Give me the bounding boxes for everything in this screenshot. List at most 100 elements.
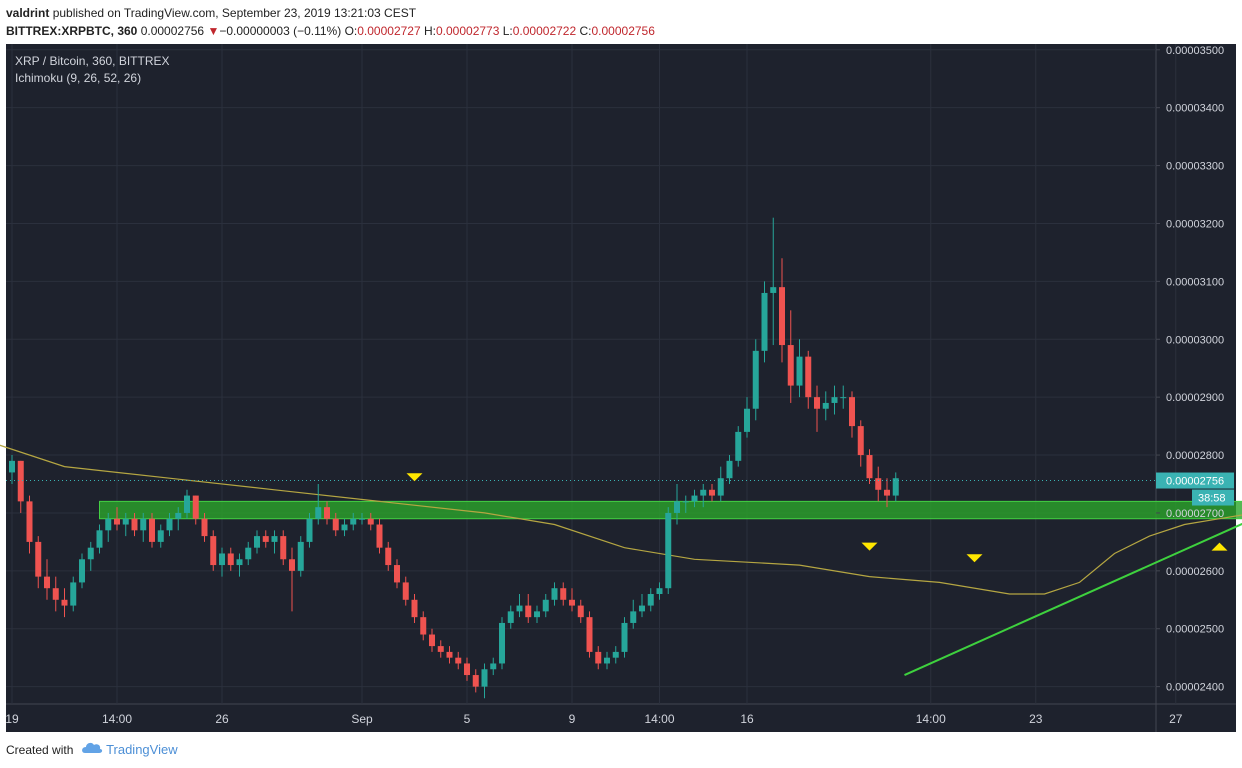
candle-body [761,292,768,351]
candle-body [481,669,488,687]
support-zone-layer [99,500,1242,520]
candle-body [271,536,278,542]
candle-body [79,559,85,583]
candle-body [770,287,777,293]
candle-body [866,455,873,479]
candle-body [630,611,637,623]
symbol-label: BITTREX:XRPBTC, 360 [6,24,138,38]
candle-body [569,599,575,606]
countdown-label: 38:58 [1198,493,1226,505]
tradingview-brand[interactable]: TradingView [106,742,178,757]
annotations-layer: 0.00002756 38:58 [6,472,1242,676]
tradingview-cloud-icon[interactable] [81,741,103,761]
price-tick-label: 0.00002900 [1166,392,1224,404]
candle-body [44,576,50,589]
candle-body [394,565,400,583]
candle-body [709,489,715,496]
candle-body [472,675,479,687]
support-zone [99,500,1242,520]
candle-body [122,518,129,525]
candle-body [219,553,225,566]
candle-body [61,599,68,606]
price-tick-label: 0.00002700 [1166,508,1224,520]
price-tick-label: 0.00002800 [1166,450,1224,462]
candle-body [892,478,899,496]
candle-body [236,559,243,566]
candle-body [376,524,383,548]
candle-body [289,559,295,571]
price-axis: 0.00002400 0.00002500 0.00002600 0.00002700… [1156,45,1224,694]
time-tick-label: 16 [740,712,754,726]
candle-body [499,622,505,664]
candle-body [464,663,470,676]
chart-title: XRP / Bitcoin, 360, BITTREX [15,54,170,68]
price-tick-label: 0.00002400 [1166,682,1224,694]
publisher-line: valdrint published on TradingView.com, S… [6,4,1242,22]
candle-body [437,646,444,652]
open-value: 0.00002727 [357,24,421,38]
candle-body [210,536,217,566]
candle-body [359,518,365,520]
candle-body [744,408,750,432]
candle-body [875,478,882,490]
candle-body [105,518,112,531]
candle-body [577,605,584,618]
price-tick-label: 0.00003000 [1166,334,1224,346]
trendline [904,522,1242,676]
candle-body [245,547,252,560]
candle-body [201,518,208,537]
candle-body [131,518,138,531]
price-axis-panel[interactable] [1156,44,1236,704]
down-triangle-marker-icon [861,542,878,551]
candle-body [787,345,794,386]
candle-body [595,651,602,664]
indicator-label[interactable]: Ichimoku (9, 26, 52, 26) [15,71,141,85]
time-tick-label: 5 [464,712,471,726]
candle-body [149,518,155,542]
candle-body [52,588,59,600]
candle-body [402,582,409,600]
candle-body [96,530,103,548]
candle-body [822,402,829,409]
candle-body [332,518,339,531]
candle-body [420,617,427,635]
close-label: C: [579,24,592,38]
candle-body [612,651,619,658]
author-name[interactable]: valdrint [6,6,50,20]
candle-body [35,541,42,577]
candle-body [682,501,689,503]
candle-body [455,657,462,664]
down-triangle-marker-icon [966,554,983,563]
candle-body [507,611,514,623]
up-triangle-marker-icon [1211,542,1228,551]
candle-body [525,605,532,618]
candle-body [805,356,812,398]
time-axis-panel[interactable] [6,704,1236,732]
candle-body [656,588,663,594]
candle-body [700,489,707,496]
candle-body [586,617,593,652]
candle-body [490,663,497,670]
time-tick-label: 14:00 [916,712,946,726]
candle-body [262,536,269,542]
candle-body [411,599,418,618]
candles-layer [9,217,899,699]
down-triangle-marker-icon [406,473,423,482]
candle-body [814,397,820,409]
candle-body [840,397,847,399]
candle-body [87,547,94,560]
candle-body [17,460,24,502]
close-value: 0.00002756 [591,24,655,38]
price-tick-label: 0.00003100 [1166,276,1224,288]
candle-body [9,460,15,473]
time-tick-label: 23 [1029,712,1043,726]
time-tick-label: 14:00 [644,712,674,726]
moving-average-line [0,444,1242,595]
candle-body [796,356,803,386]
candle-body [849,397,855,427]
candle-body [324,507,330,519]
price-tick-label: 0.00002600 [1166,566,1224,578]
price-tick-label: 0.00003200 [1166,218,1224,230]
candle-body [166,518,173,531]
